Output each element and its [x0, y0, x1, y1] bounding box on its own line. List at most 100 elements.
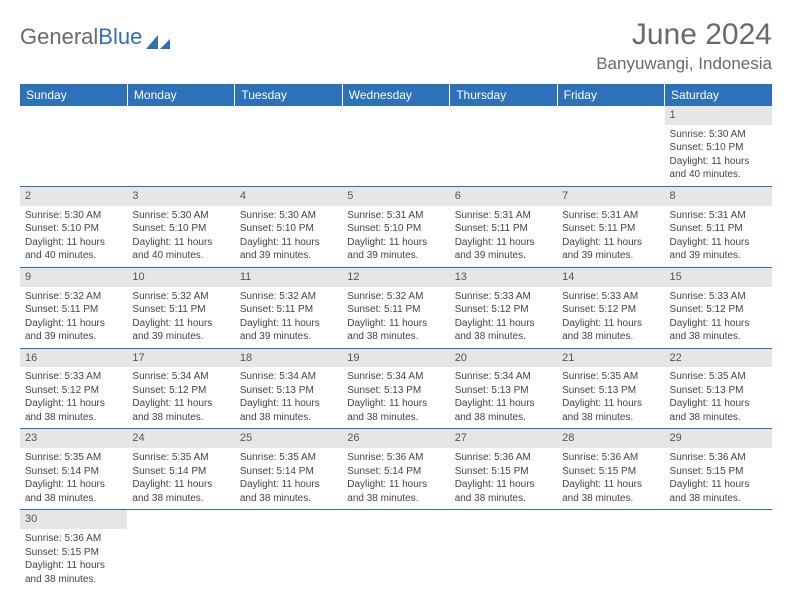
day-number: 5: [342, 187, 449, 206]
day-details: Sunrise: 5:34 AMSunset: 5:13 PMDaylight:…: [342, 367, 449, 428]
day-details: Sunrise: 5:36 AMSunset: 5:14 PMDaylight:…: [342, 448, 449, 509]
day-number: 12: [342, 268, 449, 287]
day-details: Sunrise: 5:32 AMSunset: 5:11 PMDaylight:…: [235, 287, 342, 348]
calendar-day-cell: 14Sunrise: 5:33 AMSunset: 5:12 PMDayligh…: [557, 267, 664, 348]
calendar-table: SundayMondayTuesdayWednesdayThursdayFrid…: [20, 84, 772, 590]
calendar-day-cell: [235, 510, 342, 590]
weekday-header: Monday: [127, 84, 234, 106]
day-details: Sunrise: 5:36 AMSunset: 5:15 PMDaylight:…: [557, 448, 664, 509]
calendar-day-cell: 6Sunrise: 5:31 AMSunset: 5:11 PMDaylight…: [450, 186, 557, 267]
day-details: Sunrise: 5:34 AMSunset: 5:12 PMDaylight:…: [127, 367, 234, 428]
calendar-day-cell: [342, 510, 449, 590]
day-number: 21: [557, 349, 664, 368]
calendar-day-cell: 19Sunrise: 5:34 AMSunset: 5:13 PMDayligh…: [342, 348, 449, 429]
calendar-day-cell: [557, 510, 664, 590]
calendar-day-cell: [127, 106, 234, 186]
day-number: 2: [20, 187, 127, 206]
day-number: 26: [342, 429, 449, 448]
calendar-day-cell: 8Sunrise: 5:31 AMSunset: 5:11 PMDaylight…: [665, 186, 772, 267]
day-details: Sunrise: 5:31 AMSunset: 5:11 PMDaylight:…: [450, 206, 557, 267]
weekday-header: Wednesday: [342, 84, 449, 106]
calendar-day-cell: 16Sunrise: 5:33 AMSunset: 5:12 PMDayligh…: [20, 348, 127, 429]
day-details: Sunrise: 5:30 AMSunset: 5:10 PMDaylight:…: [235, 206, 342, 267]
day-details: Sunrise: 5:36 AMSunset: 5:15 PMDaylight:…: [20, 529, 127, 590]
day-details: Sunrise: 5:30 AMSunset: 5:10 PMDaylight:…: [127, 206, 234, 267]
calendar-day-cell: 9Sunrise: 5:32 AMSunset: 5:11 PMDaylight…: [20, 267, 127, 348]
calendar-day-cell: [20, 106, 127, 186]
day-number: 24: [127, 429, 234, 448]
day-number: 18: [235, 349, 342, 368]
calendar-day-cell: 25Sunrise: 5:35 AMSunset: 5:14 PMDayligh…: [235, 429, 342, 510]
day-number: 3: [127, 187, 234, 206]
calendar-day-cell: 26Sunrise: 5:36 AMSunset: 5:14 PMDayligh…: [342, 429, 449, 510]
day-number: 22: [665, 349, 772, 368]
day-details: Sunrise: 5:34 AMSunset: 5:13 PMDaylight:…: [235, 367, 342, 428]
weekday-header: Tuesday: [235, 84, 342, 106]
calendar-day-cell: 30Sunrise: 5:36 AMSunset: 5:15 PMDayligh…: [20, 510, 127, 590]
day-number: 11: [235, 268, 342, 287]
calendar-day-cell: 12Sunrise: 5:32 AMSunset: 5:11 PMDayligh…: [342, 267, 449, 348]
calendar-day-cell: 29Sunrise: 5:36 AMSunset: 5:15 PMDayligh…: [665, 429, 772, 510]
calendar-day-cell: [450, 510, 557, 590]
calendar-week-row: 23Sunrise: 5:35 AMSunset: 5:14 PMDayligh…: [20, 429, 772, 510]
calendar-day-cell: 1Sunrise: 5:30 AMSunset: 5:10 PMDaylight…: [665, 106, 772, 186]
day-number: 7: [557, 187, 664, 206]
day-number: 29: [665, 429, 772, 448]
day-details: Sunrise: 5:32 AMSunset: 5:11 PMDaylight:…: [127, 287, 234, 348]
calendar-body: 1Sunrise: 5:30 AMSunset: 5:10 PMDaylight…: [20, 106, 772, 590]
brand-part1: General: [20, 24, 98, 50]
day-details: Sunrise: 5:33 AMSunset: 5:12 PMDaylight:…: [557, 287, 664, 348]
calendar-day-cell: 28Sunrise: 5:36 AMSunset: 5:15 PMDayligh…: [557, 429, 664, 510]
day-number: 6: [450, 187, 557, 206]
calendar-day-cell: 21Sunrise: 5:35 AMSunset: 5:13 PMDayligh…: [557, 348, 664, 429]
day-number: 25: [235, 429, 342, 448]
day-number: 14: [557, 268, 664, 287]
calendar-day-cell: 23Sunrise: 5:35 AMSunset: 5:14 PMDayligh…: [20, 429, 127, 510]
calendar-day-cell: 7Sunrise: 5:31 AMSunset: 5:11 PMDaylight…: [557, 186, 664, 267]
weekday-header: Thursday: [450, 84, 557, 106]
calendar-day-cell: 20Sunrise: 5:34 AMSunset: 5:13 PMDayligh…: [450, 348, 557, 429]
day-number: 20: [450, 349, 557, 368]
day-number: 27: [450, 429, 557, 448]
day-details: Sunrise: 5:32 AMSunset: 5:11 PMDaylight:…: [20, 287, 127, 348]
day-details: Sunrise: 5:33 AMSunset: 5:12 PMDaylight:…: [665, 287, 772, 348]
calendar-week-row: 1Sunrise: 5:30 AMSunset: 5:10 PMDaylight…: [20, 106, 772, 186]
sail-icon: [146, 29, 172, 45]
day-number: 4: [235, 187, 342, 206]
day-details: Sunrise: 5:35 AMSunset: 5:14 PMDaylight:…: [20, 448, 127, 509]
calendar-week-row: 9Sunrise: 5:32 AMSunset: 5:11 PMDaylight…: [20, 267, 772, 348]
title-block: June 2024 Banyuwangi, Indonesia: [596, 18, 772, 74]
day-number: 9: [20, 268, 127, 287]
day-details: Sunrise: 5:36 AMSunset: 5:15 PMDaylight:…: [665, 448, 772, 509]
calendar-day-cell: [665, 510, 772, 590]
day-details: Sunrise: 5:35 AMSunset: 5:14 PMDaylight:…: [235, 448, 342, 509]
header: GeneralBlue June 2024 Banyuwangi, Indone…: [20, 18, 772, 74]
day-number: 8: [665, 187, 772, 206]
day-number: 28: [557, 429, 664, 448]
calendar-week-row: 16Sunrise: 5:33 AMSunset: 5:12 PMDayligh…: [20, 348, 772, 429]
day-details: Sunrise: 5:31 AMSunset: 5:10 PMDaylight:…: [342, 206, 449, 267]
calendar-day-cell: [342, 106, 449, 186]
calendar-week-row: 2Sunrise: 5:30 AMSunset: 5:10 PMDaylight…: [20, 186, 772, 267]
day-details: Sunrise: 5:32 AMSunset: 5:11 PMDaylight:…: [342, 287, 449, 348]
day-number: 16: [20, 349, 127, 368]
month-title: June 2024: [596, 18, 772, 52]
day-details: Sunrise: 5:30 AMSunset: 5:10 PMDaylight:…: [20, 206, 127, 267]
day-details: Sunrise: 5:31 AMSunset: 5:11 PMDaylight:…: [557, 206, 664, 267]
calendar-day-cell: 5Sunrise: 5:31 AMSunset: 5:10 PMDaylight…: [342, 186, 449, 267]
day-number: 17: [127, 349, 234, 368]
day-number: 13: [450, 268, 557, 287]
day-details: Sunrise: 5:33 AMSunset: 5:12 PMDaylight:…: [20, 367, 127, 428]
weekday-header: Sunday: [20, 84, 127, 106]
calendar-day-cell: 2Sunrise: 5:30 AMSunset: 5:10 PMDaylight…: [20, 186, 127, 267]
calendar-day-cell: 3Sunrise: 5:30 AMSunset: 5:10 PMDaylight…: [127, 186, 234, 267]
day-details: Sunrise: 5:34 AMSunset: 5:13 PMDaylight:…: [450, 367, 557, 428]
calendar-day-cell: 11Sunrise: 5:32 AMSunset: 5:11 PMDayligh…: [235, 267, 342, 348]
calendar-day-cell: 4Sunrise: 5:30 AMSunset: 5:10 PMDaylight…: [235, 186, 342, 267]
day-number: 30: [20, 510, 127, 529]
day-number: 15: [665, 268, 772, 287]
calendar-day-cell: [127, 510, 234, 590]
weekday-header: Friday: [557, 84, 664, 106]
calendar-day-cell: 24Sunrise: 5:35 AMSunset: 5:14 PMDayligh…: [127, 429, 234, 510]
calendar-day-cell: 27Sunrise: 5:36 AMSunset: 5:15 PMDayligh…: [450, 429, 557, 510]
